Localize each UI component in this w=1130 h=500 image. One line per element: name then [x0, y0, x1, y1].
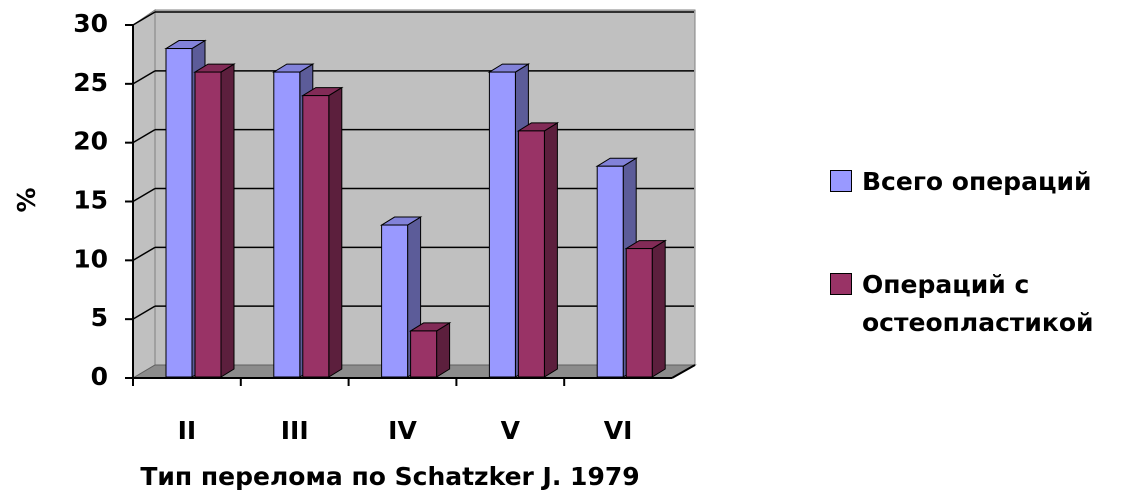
- bar-front: [596, 165, 624, 378]
- bar-side: [328, 86, 343, 378]
- bar: [193, 63, 236, 378]
- x-tick-label: II: [178, 416, 197, 445]
- grid-line-side: [132, 70, 156, 85]
- side-wall: [132, 9, 156, 379]
- y-tick-label: 20: [73, 127, 108, 156]
- bar-front: [410, 330, 438, 378]
- legend-label: Операций с остеопластикой: [862, 270, 1094, 337]
- bar: [301, 86, 344, 378]
- y-tick-label: 30: [73, 9, 108, 38]
- legend-item: Операций с остеопластикой: [830, 266, 1094, 337]
- y-axis-label: %: [12, 187, 41, 212]
- bar-front: [488, 71, 516, 378]
- x-tick-label: VI: [604, 416, 633, 445]
- y-tick-label: 5: [91, 303, 108, 332]
- grid-line-side: [132, 11, 156, 26]
- legend-label: Всего операций: [862, 167, 1092, 196]
- y-tick-label: 25: [73, 68, 108, 97]
- bar-side: [220, 63, 235, 378]
- grid-line-side: [132, 187, 156, 203]
- x-tick-label: III: [281, 416, 309, 445]
- bar-side: [651, 239, 666, 378]
- bar: [624, 239, 667, 378]
- bar-front: [381, 224, 409, 378]
- y-tick-label: 0: [91, 362, 108, 391]
- y-tick-label: 15: [73, 186, 108, 215]
- bar-front: [194, 71, 222, 378]
- legend-swatch: [830, 170, 852, 192]
- x-axis-end: [671, 364, 696, 379]
- bar-front: [302, 95, 330, 378]
- bar-front: [625, 248, 653, 378]
- bar-side: [543, 122, 558, 378]
- grid-line-side: [132, 129, 156, 144]
- bar-front: [165, 48, 193, 378]
- legend-item: Всего операций: [830, 163, 1092, 201]
- bar: [516, 122, 560, 378]
- legend-swatch: [830, 273, 852, 295]
- grid-line-side: [132, 246, 156, 261]
- grid-line-side: [132, 305, 156, 320]
- bar-front: [273, 71, 301, 378]
- x-tick-label: IV: [388, 416, 417, 445]
- x-tick-label: V: [501, 416, 521, 445]
- x-axis-label: Тип перелома по Schatzker J. 1979: [140, 462, 639, 491]
- bar-side: [436, 322, 451, 378]
- bar: [408, 322, 452, 378]
- bar-front: [517, 130, 545, 378]
- y-tick-label: 10: [73, 244, 108, 273]
